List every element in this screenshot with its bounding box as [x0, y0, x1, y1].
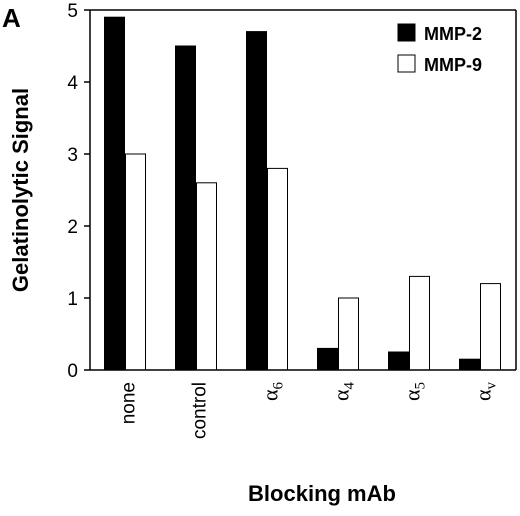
x-tick-label-sub: 6 — [271, 382, 287, 390]
legend-swatch-mmp-9 — [397, 54, 416, 73]
bar-mmp-2 — [175, 45, 196, 371]
x-tick-label-sub: 4 — [342, 382, 358, 390]
y-tick-label: 1 — [67, 289, 78, 310]
x-tick-label-group: α6 — [258, 382, 287, 402]
x-tick-label-base: α — [471, 389, 496, 401]
bar-mmp-2 — [104, 16, 125, 371]
x-tick-label-group: αv — [471, 382, 500, 402]
x-tick-label-base: α — [400, 389, 425, 401]
x-tick-label: control — [190, 382, 211, 439]
y-tick-label: 2 — [67, 217, 78, 238]
x-tick-label-sub: v — [484, 382, 500, 390]
bar-mmp-9 — [196, 182, 217, 371]
x-tick-label: α6 — [258, 382, 287, 402]
x-tick-label-group: α4 — [329, 382, 358, 402]
x-tick-label: αv — [471, 382, 500, 402]
y-tick-label: 0 — [67, 361, 78, 382]
panel-label: A — [2, 3, 21, 33]
y-tick-label: 5 — [67, 1, 78, 22]
x-tick-label-base: α — [329, 389, 354, 401]
legend-label-mmp-9: MMP-9 — [424, 55, 482, 75]
bar-mmp-9 — [338, 297, 359, 371]
legend-swatch-mmp-2 — [397, 23, 416, 42]
x-tick-label-base: α — [258, 389, 283, 401]
y-tick-label: 3 — [67, 145, 78, 166]
bar-mmp-9 — [267, 167, 288, 371]
x-tick-label-group: control — [190, 382, 211, 439]
x-tick-label-sub: 5 — [413, 382, 429, 390]
x-tick-label: none — [119, 382, 140, 424]
bar-mmp-9 — [409, 275, 430, 371]
x-tick-label: α4 — [329, 382, 358, 402]
y-axis-title: Gelatinolytic Signal — [8, 88, 33, 292]
bar-mmp-9 — [125, 153, 146, 371]
y-tick-label: 4 — [67, 73, 78, 94]
bar-mmp-9 — [480, 283, 501, 371]
legend-label-mmp-2: MMP-2 — [424, 24, 482, 44]
x-axis-title: Blocking mAb — [248, 481, 396, 506]
bar-mmp-2 — [388, 351, 409, 371]
bar-mmp-2 — [459, 358, 480, 371]
x-tick-label: α5 — [400, 382, 429, 401]
x-tick-label-group: none — [119, 382, 140, 424]
x-tick-label-group: α5 — [400, 382, 429, 401]
bar-mmp-2 — [317, 347, 338, 371]
bar-mmp-2 — [246, 31, 267, 371]
